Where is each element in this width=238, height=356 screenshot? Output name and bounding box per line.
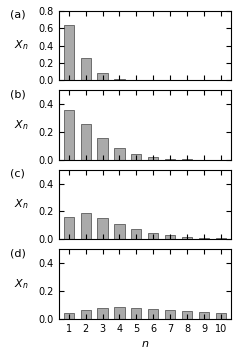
Bar [81,58,91,80]
Y-axis label: $X_n$: $X_n$ [15,277,29,291]
Bar [148,157,158,159]
Bar [131,154,141,159]
Text: (d): (d) [10,248,26,258]
Bar [98,308,108,319]
Bar [148,233,158,239]
Bar [64,25,74,80]
Bar [131,308,141,319]
Bar [81,213,91,239]
Text: (c): (c) [10,169,25,179]
Bar [216,313,226,319]
Bar [114,224,124,239]
Bar [114,79,124,80]
Bar [81,124,91,159]
Bar [182,311,192,319]
Bar [199,238,209,239]
Bar [64,313,74,319]
Bar [114,307,124,319]
Bar [98,138,108,159]
Text: (a): (a) [10,10,26,20]
Bar [64,217,74,239]
Bar [165,310,175,319]
Bar [98,73,108,80]
Y-axis label: $X_n$: $X_n$ [15,118,29,132]
X-axis label: $n$: $n$ [141,339,149,349]
Bar [64,110,74,159]
Bar [81,310,91,319]
Bar [148,309,158,319]
Bar [165,235,175,239]
Text: (b): (b) [10,89,26,99]
Bar [199,312,209,319]
Bar [114,148,124,159]
Y-axis label: $X_n$: $X_n$ [15,38,29,52]
Bar [98,218,108,239]
Bar [131,229,141,239]
Bar [182,237,192,239]
Y-axis label: $X_n$: $X_n$ [15,198,29,211]
